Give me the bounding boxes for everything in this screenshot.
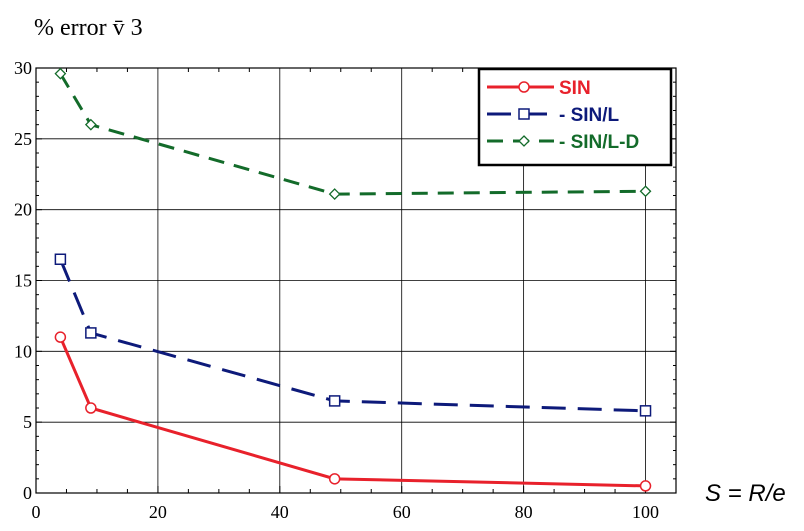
- axis-ticks: 0 20 40 60 80 100 0 5 10 15 20 25 30: [14, 58, 676, 522]
- legend: SIN - SIN/L - SIN/L-D: [477, 67, 673, 167]
- point-marker-square: [518, 108, 530, 120]
- point-marker-diamond: [328, 188, 341, 201]
- x-tick-label: 60: [393, 502, 411, 522]
- y-tick-label: 10: [14, 341, 32, 361]
- series-2: [54, 67, 652, 201]
- x-tick-label: 40: [271, 502, 289, 522]
- y-tick-label: 15: [14, 271, 32, 291]
- x-tick-label: 20: [149, 502, 167, 522]
- point-marker-circle: [328, 473, 341, 485]
- y-axis-label: % error v̄ 3: [34, 15, 143, 41]
- point-marker-diamond: [54, 67, 67, 80]
- point-marker-diamond: [84, 118, 97, 131]
- y-tick-label: 0: [23, 483, 32, 503]
- point-marker-square: [54, 253, 67, 265]
- legend-label: SIN: [559, 78, 591, 99]
- series-1: [54, 253, 652, 417]
- y-tick-label: 30: [14, 58, 32, 78]
- series-group: [54, 67, 652, 492]
- x-tick-label: 80: [515, 502, 533, 522]
- point-marker-circle: [518, 81, 530, 93]
- point-marker-circle: [85, 402, 97, 414]
- series-line: [59, 72, 646, 196]
- y-tick-label: 20: [14, 200, 32, 220]
- x-tick-label: 0: [32, 502, 41, 522]
- point-marker-diamond: [639, 185, 652, 198]
- point-marker-circle: [54, 331, 67, 343]
- x-axis-label: S = R/e: [705, 480, 786, 507]
- point-marker-diamond: [518, 135, 530, 147]
- point-marker-square: [328, 395, 341, 407]
- legend-label: - SIN/L: [559, 105, 620, 126]
- point-marker-circle: [639, 480, 652, 492]
- y-tick-label: 5: [23, 412, 32, 432]
- series-line: [58, 258, 646, 413]
- point-marker-square: [639, 405, 652, 417]
- point-marker-square: [85, 327, 97, 339]
- series-0: [54, 331, 652, 492]
- legend-label: - SIN/L-D: [559, 132, 639, 153]
- legend-box: [477, 67, 673, 167]
- x-tick-label: 100: [632, 502, 659, 522]
- y-tick-label: 25: [14, 129, 32, 149]
- series-line: [59, 336, 646, 488]
